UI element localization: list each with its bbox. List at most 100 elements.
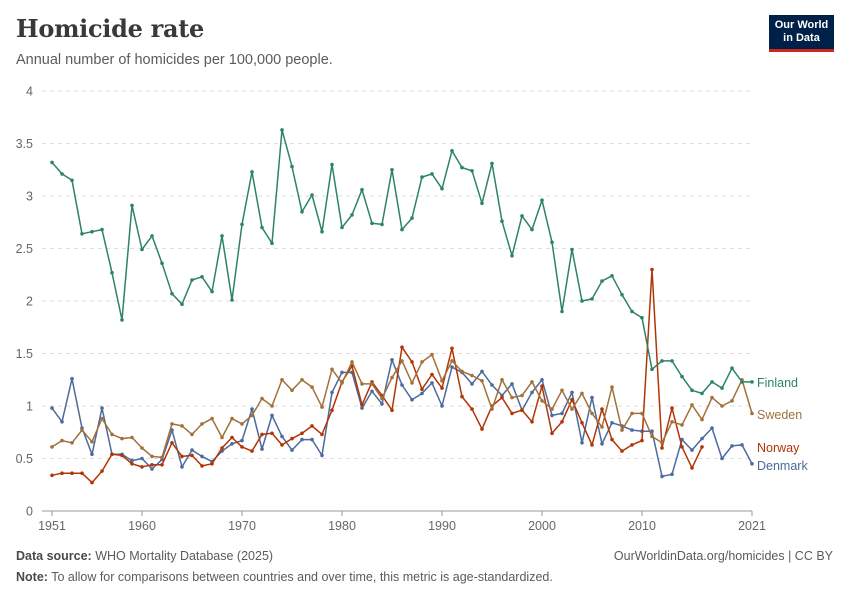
point-denmark [580,441,584,445]
point-denmark [260,447,264,451]
point-sweden [480,379,484,383]
point-denmark [140,456,144,461]
point-finland [170,291,174,296]
series-norway[interactable] [50,267,704,485]
point-finland [680,374,684,379]
point-finland [700,391,704,396]
point-norway [510,411,514,416]
series-label-finland[interactable]: Finland [757,376,798,390]
point-denmark [240,438,244,443]
source-url[interactable]: OurWorldinData.org/homicides | CC BY [613,549,833,563]
point-denmark [700,436,704,441]
point-sweden [100,416,104,421]
point-denmark [650,429,654,434]
point-sweden [380,396,384,401]
point-norway [480,427,484,431]
point-denmark [360,406,364,410]
point-finland [210,289,214,294]
point-finland [100,227,104,232]
point-denmark [130,458,134,463]
point-denmark [250,407,254,411]
point-denmark [440,404,444,408]
point-sweden [260,396,264,401]
point-sweden [610,385,614,389]
point-denmark [730,444,734,448]
y-tick-label: 3.5 [16,137,33,151]
point-finland [290,164,294,169]
point-finland [710,380,714,384]
point-norway [680,445,684,449]
point-sweden [290,388,294,393]
series-label-sweden[interactable]: Sweden [757,408,802,422]
x-tick-label: 1980 [328,519,356,530]
point-sweden [430,352,434,357]
x-tick-label: 1970 [228,519,256,530]
x-axis: 1951 1960 1970 1980 1990 2000 2010 2021 [38,510,766,530]
point-finland [440,186,444,191]
point-sweden [490,407,494,411]
point-finland [560,309,564,314]
point-norway [90,480,94,485]
point-finland [60,172,64,176]
point-norway [240,445,244,449]
point-denmark [610,421,614,425]
y-tick-label: 0 [26,505,33,519]
series-sweden[interactable] [50,352,754,460]
series-label-denmark[interactable]: Denmark [757,459,808,473]
point-norway [440,386,444,390]
point-sweden [230,416,234,421]
point-norway [200,464,204,468]
point-norway [400,345,404,350]
point-norway [260,432,264,437]
point-finland [320,229,324,234]
point-norway [330,408,334,413]
point-finland [490,161,494,166]
point-norway [690,466,694,470]
source-label: Data source: [16,549,92,563]
point-denmark [190,448,194,452]
point-norway [100,469,104,473]
point-denmark [320,453,324,458]
data-source: Data source: WHO Mortality Database (202… [16,549,273,563]
point-finland [240,222,244,227]
point-denmark [60,420,64,424]
point-finland [470,169,474,173]
point-denmark [690,448,694,452]
point-finland [310,193,314,197]
point-norway [270,431,274,436]
point-denmark [390,358,394,362]
source-text[interactable]: WHO Mortality Database (2025) [95,549,274,563]
point-finland [530,227,534,232]
point-sweden [470,373,474,378]
series-finland[interactable] [50,128,754,396]
point-norway [410,360,414,364]
logo-line-1: Our World [774,19,829,31]
owid-logo[interactable]: Our World in Data [769,15,834,52]
point-sweden [120,436,124,441]
point-sweden [630,411,634,416]
point-denmark [300,437,304,442]
point-finland [340,225,344,230]
point-sweden [370,382,374,386]
series-denmark[interactable] [50,358,754,479]
x-tick-label: 2021 [738,519,766,530]
point-norway [190,453,194,458]
point-finland [140,247,144,252]
point-norway [140,465,144,469]
point-denmark [490,383,494,387]
point-sweden [440,379,444,383]
point-norway [300,431,304,436]
point-denmark [630,428,634,432]
point-norway [290,436,294,441]
point-finland [420,175,424,179]
point-finland [50,160,54,165]
point-norway [620,449,624,453]
series-label-norway[interactable]: Norway [757,441,800,455]
point-denmark [50,406,54,410]
point-norway [210,462,214,466]
point-denmark [270,413,274,418]
point-finland [550,240,554,244]
point-finland [270,241,274,246]
point-sweden [210,416,214,421]
point-norway [50,473,54,478]
